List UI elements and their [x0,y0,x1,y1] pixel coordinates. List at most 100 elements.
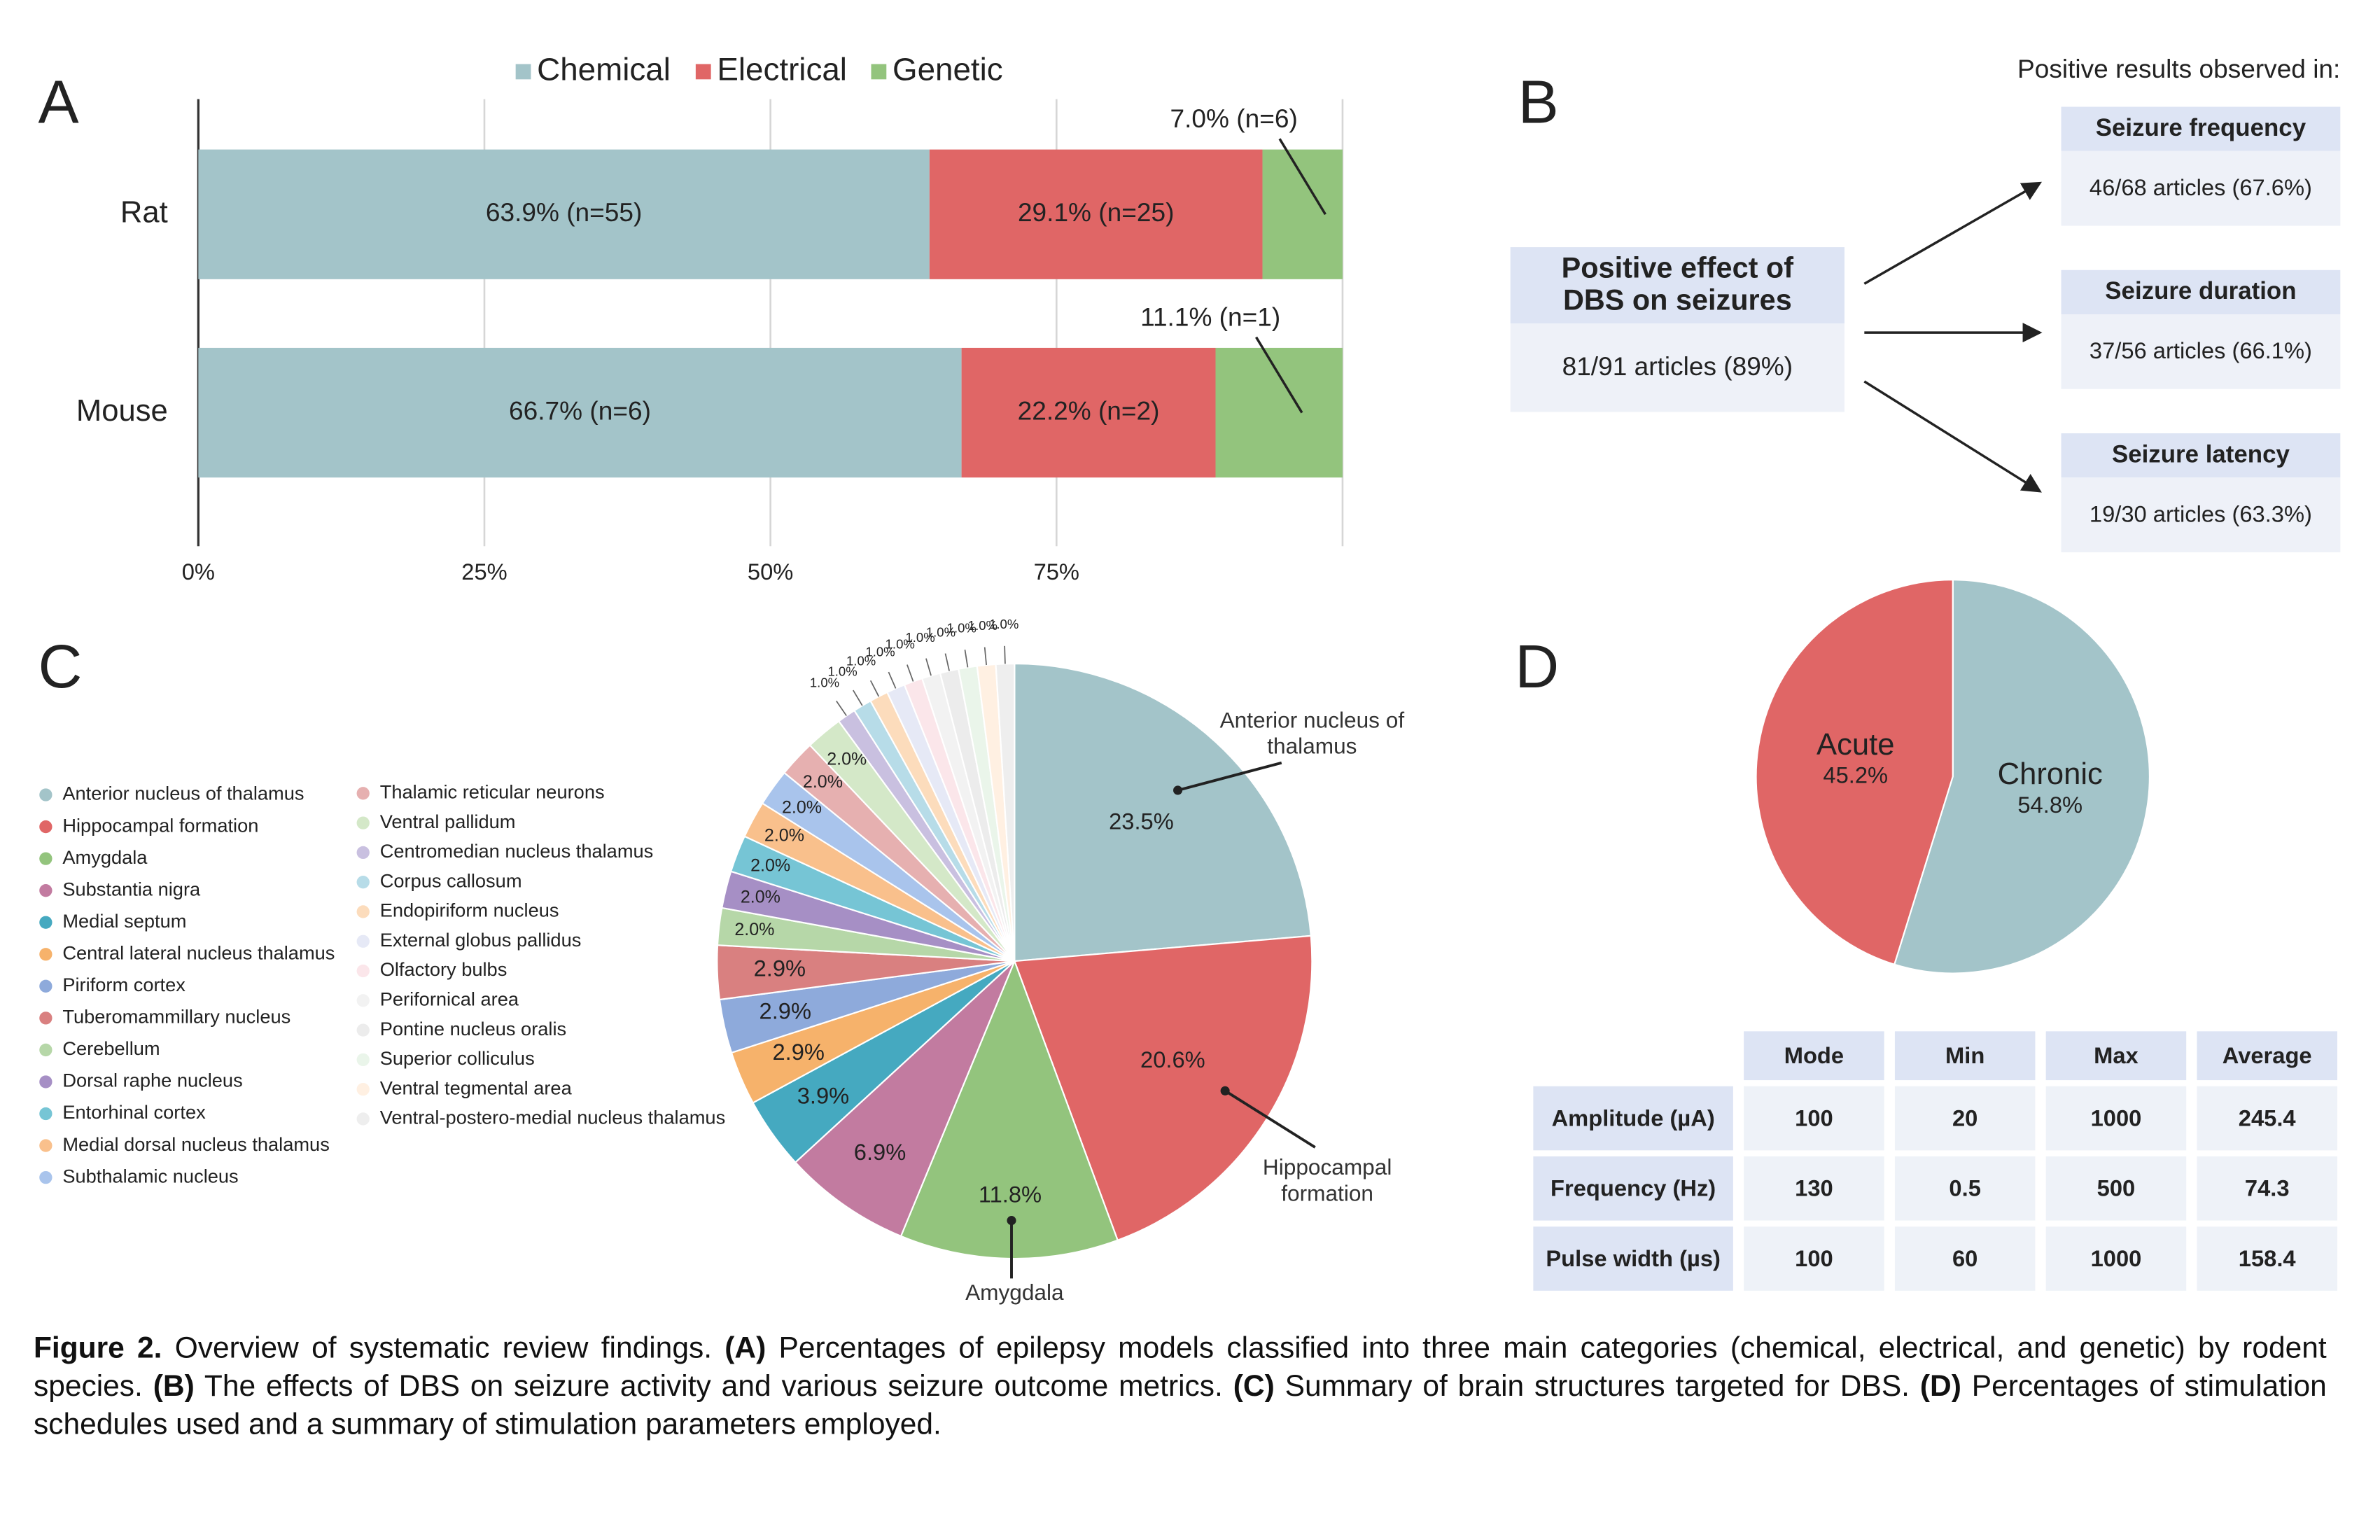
value-label: 7.0% (n=6) [1170,104,1298,133]
leader-line [925,658,932,676]
main-title: Positive effect of DBS on seizures [1510,247,1845,324]
leader-line [983,647,987,666]
value-label: 11.1% (n=1) [1140,302,1280,331]
leader-line [888,671,897,689]
callout-dot [1173,785,1183,795]
legend-marker [356,816,370,830]
legend-swatch [515,64,531,80]
pie-slice [1755,579,1954,966]
outcome-text: 46/68 articles (67.6%) [2061,150,2341,226]
bar-segment [961,347,1216,478]
legend-label: Thalamic reticular neurons [380,781,605,803]
legend-label: Genetic [892,52,1003,88]
legend-marker [39,1139,52,1152]
bar-segment [1262,149,1343,279]
legend-label: Corpus callosum [380,869,522,891]
legend-label: Superior colliculus [380,1047,535,1069]
slice-name: Chronic [1998,757,2103,791]
bar-segment [1215,347,1343,478]
outcome-text: 19/30 articles (63.3%) [2061,477,2341,552]
legend-marker [356,934,370,948]
table-row: Pulse width (µs) 100 60 1000 158.4 [1533,1226,2337,1291]
legend-marker [39,1170,52,1184]
x-tick-label: 50% [748,559,793,584]
legend-swatch [695,64,711,80]
leader-line [869,680,880,697]
legend-marker [356,1053,370,1067]
legend-marker [356,876,370,889]
value-label: 6.9% [854,1139,906,1165]
caption-text: (C) [1233,1370,1275,1404]
outcome-title: Seizure duration [2061,270,2341,314]
leader-line [836,700,847,716]
pie-slice [794,960,1016,1238]
legend-marker [39,1107,52,1121]
legend-label: Electrical [717,52,847,88]
legend-marker [356,964,370,978]
value-label: 23.5% [1109,808,1174,834]
legend-label: Amygdala [62,846,148,868]
value-label: 1.0% [905,630,934,645]
value-label: 2.0% [803,772,843,792]
caption-text: Percentages of stimulation schedules use… [33,1370,2327,1442]
row-header: Amplitude (µA) [1533,1086,1733,1151]
pie-slice [1013,934,1313,1242]
value-label: 66.7% (n=6) [509,396,651,425]
legend-label: Central lateral nucleus thalamus [62,941,335,963]
legend-marker [39,788,52,802]
column-header: Min [1894,1031,2036,1081]
category-label: Rat [120,196,168,230]
value-label: 20.6% [1140,1046,1205,1072]
callout-label: Anterior nucleus of thalamus [1219,709,1405,760]
column-header: Max [2045,1031,2187,1081]
callout-line [1224,1089,1316,1149]
value-label: 22.2% (n=2) [1018,396,1160,425]
x-tick-label: 0% [182,559,215,584]
legend-marker [356,787,370,800]
value-label: 2.0% [782,798,822,818]
value-label: 1.0% [947,621,976,636]
legend-label: Substantia nigra [62,878,201,899]
value-label: 1.0% [968,618,997,633]
panel-label: C [38,633,82,701]
value-label: 1.0% [827,664,857,678]
caption-text: Overview of systematic review findings. [162,1331,725,1366]
legend-label: Hippocampal formation [62,814,258,836]
value-label: 45.2% [1823,762,1888,788]
value-label: 2.0% [764,826,804,846]
outcome-title: Seizure latency [2061,433,2341,478]
table-cell: 245.4 [2197,1086,2337,1151]
value-label: 54.8% [2017,792,2082,818]
legend-label: Medial dorsal nucleus thalamus [62,1133,329,1155]
legend-label: Chemical [537,52,671,88]
slice-name: Acute [1816,728,1894,762]
value-label: 2.9% [754,955,806,981]
legend-marker [39,820,52,834]
value-label: 3.9% [797,1083,850,1109]
legend-marker [39,1075,52,1088]
legend-label: Tuberomammillary nucleus [62,1006,290,1028]
legend-label: Dorsal raphe nucleus [62,1070,242,1091]
outcome-box: Seizure frequency 46/68 articles (67.6%) [2061,106,2341,226]
value-label: 29.1% (n=25) [1018,197,1174,227]
outcome-box: Seizure latency 19/30 articles (63.3%) [2061,433,2341,552]
legend-label: Ventral pallidum [380,811,516,832]
table-row: Frequency (Hz) 130 0.5 500 74.3 [1533,1156,2337,1221]
main-box: Positive effect of DBS on seizures 81/91… [1510,247,1845,412]
table-cell: 100 [1744,1086,1884,1151]
category-label: Mouse [76,394,168,428]
legend-marker [39,884,52,897]
leader-line [853,690,863,706]
legend-swatch [871,64,887,80]
legend-label: Entorhinal cortex [62,1101,206,1123]
caption: Figure 2. Overview of systematic review … [34,1331,2327,1445]
legend-marker [39,979,52,993]
callout-label: Hippocampal formation [1262,1156,1392,1207]
main-text: 81/91 articles (89%) [1510,323,1845,412]
caption-text: The effects of DBS on seizure activity a… [194,1370,1233,1404]
value-label: 1.0% [865,645,895,659]
leader-line [1004,645,1006,664]
